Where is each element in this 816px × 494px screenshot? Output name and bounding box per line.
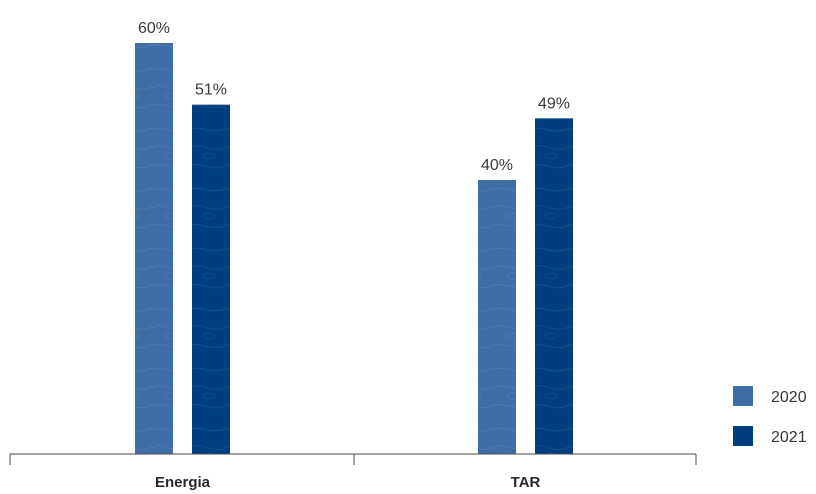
bar-energia-2020	[135, 43, 173, 454]
value-label-energia-2021: 51%	[195, 82, 227, 99]
value-labels-layer: 60% 51% 40% 49%	[138, 20, 570, 174]
legend-item-2020: 2020	[733, 386, 807, 406]
legend-label-2021: 2021	[771, 429, 807, 446]
legend-item-2021: 2021	[733, 426, 807, 446]
bar-tar-2021	[535, 118, 573, 454]
bar-tar-2020	[478, 180, 516, 454]
legend-swatch-2021	[733, 426, 753, 446]
bar-energia-2021	[192, 104, 230, 455]
category-label-energia: Energia	[155, 474, 211, 491]
legend-label-2020: 2020	[771, 389, 807, 406]
value-label-tar-2020: 40%	[481, 157, 513, 174]
legend: 2020 2021	[733, 386, 807, 446]
category-labels-layer: Energia TAR	[155, 474, 541, 491]
value-label-tar-2021: 49%	[538, 95, 570, 112]
category-label-tar: TAR	[511, 474, 541, 491]
value-label-energia-2020: 60%	[138, 20, 170, 37]
bars-layer	[135, 43, 573, 455]
x-axis	[9, 453, 697, 465]
legend-swatch-2020	[733, 386, 753, 406]
